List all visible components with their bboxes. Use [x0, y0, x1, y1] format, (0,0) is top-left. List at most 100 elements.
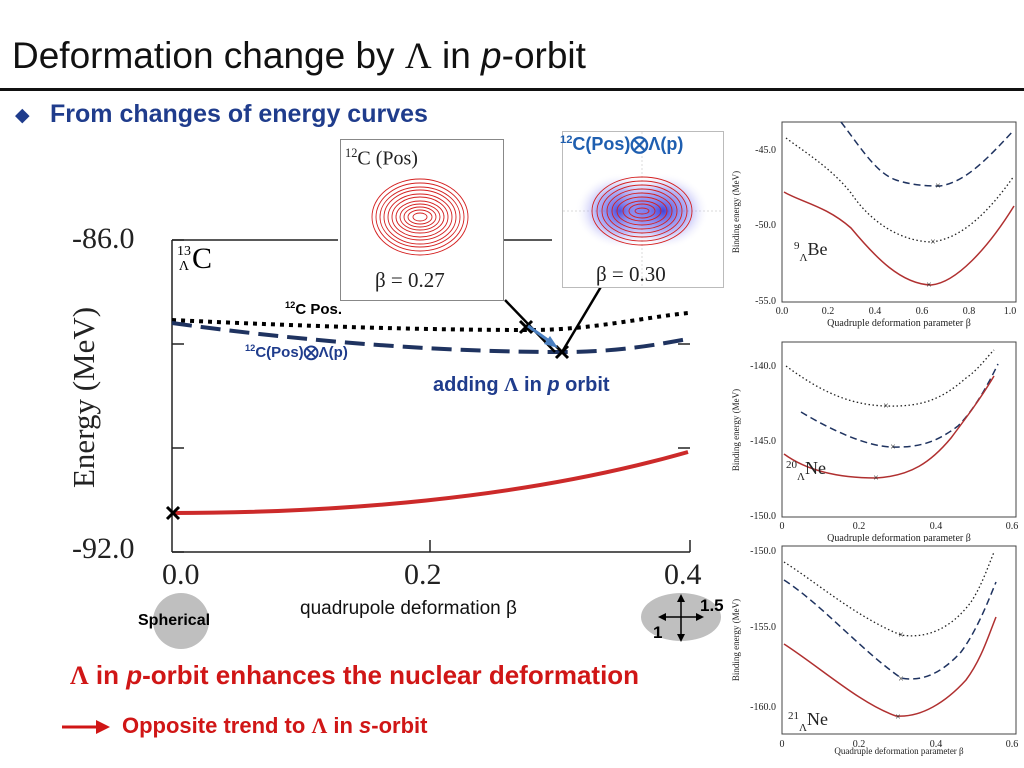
xtick-label-1: 0.2	[404, 558, 442, 591]
title-prefix: Deformation change by	[12, 35, 405, 76]
xtick-label: 0.4	[930, 521, 943, 532]
label-mass: 12	[245, 343, 256, 353]
curve-12c-plambda	[171, 321, 689, 355]
nucleus-label-21ne: 21ΛNe	[788, 709, 828, 734]
curve-dotted	[785, 137, 1015, 243]
density-contour-12c	[371, 178, 469, 256]
nucleus-sub: Λ	[178, 259, 190, 274]
arrow-up-icon	[677, 594, 685, 602]
label-symbol: Ne	[805, 458, 826, 478]
curve-label-plambda: 12C(Pos)⨂Λ(p)	[245, 343, 348, 361]
conclusion-lambda: Λ	[311, 713, 328, 738]
x-axis-label: Quadruple deformation parameter β	[827, 318, 971, 329]
xtick-label: 0.4	[930, 739, 943, 750]
x-axis-label: Quadruple deformation parameter β	[827, 533, 971, 544]
title-p: p	[481, 35, 502, 76]
conclusion-suffix: -orbit enhances the nuclear deformation	[142, 660, 640, 690]
subtitle: From changes of energy curves	[50, 100, 428, 128]
min-marker: ×	[890, 442, 896, 453]
conclusion-mid: in	[327, 713, 360, 738]
spherical-label: Spherical	[138, 612, 211, 629]
nucleus-mass: 13	[177, 244, 191, 259]
min-marker: ×	[895, 712, 901, 723]
xtick-label: 0	[780, 739, 785, 750]
minimum-marker-13c	[165, 505, 181, 521]
side-panel-20ne: -140.0 -145.0 -150.0 0 0.2 0.4 0.6 Quadr…	[726, 338, 1022, 544]
conclusion-prefix: Opposite trend to	[122, 713, 312, 738]
adding-prefix: adding	[433, 374, 505, 396]
label-symbol: Be	[807, 239, 827, 259]
minimum-marker-12c	[518, 319, 534, 335]
xtick-label: 0.6	[916, 306, 929, 317]
nucleus-label-20ne: 20ΛNe	[786, 458, 826, 483]
adding-suffix: orbit	[559, 374, 610, 396]
label-mass: 21	[788, 710, 799, 722]
density-box-plambda	[562, 131, 724, 288]
ytick-label: -150.0	[750, 511, 776, 522]
curve-solid	[783, 616, 997, 717]
density-box2-beta: β = 0.30	[596, 262, 666, 286]
min-marker: ×	[873, 473, 879, 484]
xtick-label-2: 0.4	[664, 558, 702, 591]
label-mass: 12	[285, 300, 296, 310]
title-underline	[0, 88, 1024, 91]
nucleus-label-13c: 13 ΛC	[177, 242, 213, 275]
side-panel-21ne: -150.0 -155.0 -160.0 0 0.2 0.4 0.6 Quadr…	[726, 542, 1022, 756]
conclusion-line-2: Opposite trend to Λ in s-orbit	[122, 713, 427, 739]
conclusion-s: s	[359, 713, 372, 738]
conclusion-p: p	[126, 660, 143, 690]
conclusion-lambda: Λ	[70, 661, 89, 690]
spherical-shape-icon	[153, 593, 209, 649]
x-axis-label: quadrupole deformation β	[300, 598, 517, 619]
label-sub: Λ	[797, 471, 805, 483]
arrow-head-icon	[544, 336, 558, 348]
label-text: C (Pos)	[357, 147, 418, 170]
diamond-bullet-icon: ◆	[15, 105, 30, 126]
label-mass: 20	[786, 459, 798, 471]
panel-frame	[781, 121, 1017, 303]
xtick-label: 0.6	[1006, 739, 1019, 750]
label-text: C(Pos)⨂Λ(p)	[572, 134, 684, 154]
adding-lambda-annotation: adding Λ in p orbit	[433, 374, 610, 397]
label-text: C Pos.	[295, 301, 343, 318]
density-box-12c-pos	[340, 139, 504, 301]
ytick-label-bottom: -92.0	[72, 532, 135, 565]
arrow-left-icon	[658, 613, 666, 621]
ytick-label: -155.0	[750, 622, 776, 633]
curve-dashed	[840, 121, 1015, 187]
density-box1-beta: β = 0.27	[375, 268, 445, 292]
ytick-label: -145.0	[750, 436, 776, 447]
slide-title: Deformation change by Λ in p-orbit	[12, 34, 586, 79]
arrow-right-icon	[696, 613, 704, 621]
curve-12c-pos	[171, 311, 689, 333]
xtick-label: 0.2	[853, 521, 866, 532]
min-marker: ×	[883, 401, 889, 412]
curve-dashed	[783, 579, 997, 680]
right-arrow-icon	[96, 720, 110, 734]
y-axis-label: Energy (MeV)	[66, 306, 101, 488]
label-text: C(Pos)⨂Λ(p)	[255, 344, 348, 361]
label-mass: 12	[345, 146, 358, 160]
title-lambda: Λ	[404, 36, 432, 77]
panel-frame	[781, 545, 1017, 735]
xtick-label: 0.4	[869, 306, 882, 317]
conclusion-suffix: -orbit	[371, 713, 428, 738]
ytick-label: -150.0	[750, 546, 776, 557]
conclusion-line-1: Λ in p-orbit enhances the nuclear deform…	[70, 660, 639, 691]
min-marker: ×	[935, 181, 941, 192]
min-marker: ×	[898, 674, 904, 685]
title-suffix: -orbit	[501, 35, 586, 76]
label-mass: 12	[560, 134, 573, 146]
ytick-label: -140.0	[750, 361, 776, 372]
y-axis-label: Binding energy (MeV)	[731, 389, 741, 471]
xtick-label: 0.8	[963, 306, 976, 317]
nucleus-symbol: C	[192, 242, 213, 275]
adding-lambda: Λ	[504, 374, 519, 396]
curve-label-12c-pos: 12C Pos.	[285, 300, 342, 318]
xtick-label: 0.0	[776, 306, 789, 317]
xtick-label: 0.2	[822, 306, 835, 317]
density-box1-label: 12C (Pos)	[345, 146, 418, 171]
short-axis-ratio: 1	[653, 623, 663, 642]
curve-dotted	[785, 349, 995, 407]
